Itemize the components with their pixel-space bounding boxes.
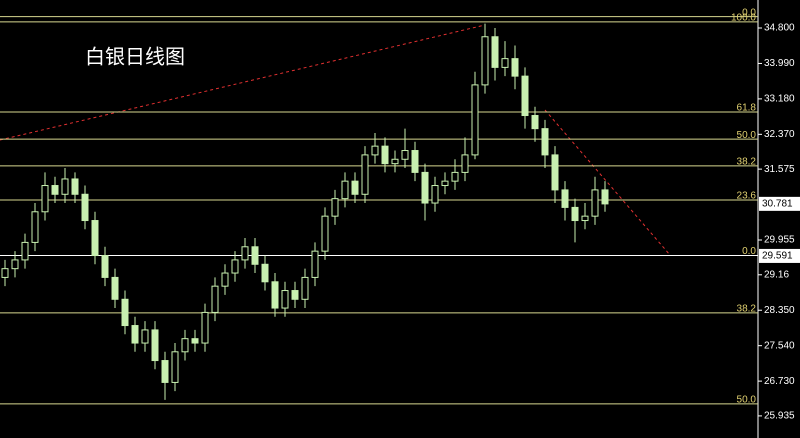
- y-tick-label: 33.180: [764, 94, 795, 105]
- candle-body: [111, 276, 119, 300]
- candle-body: [521, 75, 529, 117]
- y-tick-label: 29.955: [764, 235, 795, 246]
- candle-body: [211, 285, 219, 313]
- candle-body: [221, 272, 229, 287]
- candle-body: [181, 338, 189, 353]
- candle-body: [141, 329, 149, 344]
- y-tick-label: 26.730: [764, 376, 795, 387]
- candle-body: [301, 276, 309, 300]
- candle-body: [231, 259, 239, 274]
- fib-label: 38.2: [737, 156, 757, 167]
- candle-body: [541, 128, 549, 156]
- candle-body: [461, 154, 469, 173]
- candle-body: [121, 298, 129, 327]
- candle-body: [241, 246, 249, 261]
- fib-label: 0.0: [742, 246, 756, 257]
- fib-label: 50.0: [737, 395, 757, 406]
- candle-body: [81, 193, 89, 222]
- candle-body: [371, 145, 379, 156]
- candle-body: [581, 215, 589, 222]
- candle-body: [261, 263, 269, 283]
- candle-body: [471, 84, 479, 156]
- candle-body: [451, 171, 459, 182]
- fib-label: 38.2: [737, 303, 757, 314]
- trend-line: [0, 24, 486, 141]
- candle-body: [481, 36, 489, 86]
- candle-body: [341, 180, 349, 200]
- y-tick-label: 31.575: [764, 164, 795, 175]
- candle-body: [151, 329, 159, 362]
- candle-body: [251, 246, 259, 265]
- candle-body: [171, 351, 179, 383]
- candle-body: [131, 325, 139, 344]
- fib-label: 50.0: [737, 130, 757, 141]
- candle-body: [571, 206, 579, 222]
- price-marker-label: 29.591: [762, 251, 793, 262]
- candle-body: [551, 154, 559, 191]
- candle-body: [561, 189, 569, 208]
- candle-body: [591, 189, 599, 217]
- candle-body: [491, 36, 499, 68]
- y-tick-label: 28.350: [764, 305, 795, 316]
- y-tick-label: 33.990: [764, 58, 795, 69]
- fib-label: 0.0: [742, 7, 756, 18]
- price-marker-label: 30.781: [762, 199, 793, 210]
- y-tick-label: 32.370: [764, 129, 795, 140]
- candle-body: [441, 180, 449, 187]
- candle-body: [41, 185, 49, 213]
- candle-body: [331, 198, 339, 217]
- y-tick-label: 34.800: [764, 23, 795, 34]
- fib-label: 61.8: [737, 103, 757, 114]
- candle-body: [281, 290, 289, 309]
- candle-body: [401, 150, 409, 160]
- candle-body: [361, 154, 369, 195]
- y-tick-label: 25.935: [764, 411, 795, 422]
- candle-body: [601, 189, 609, 205]
- candle-body: [531, 115, 539, 130]
- price-marker-box: [759, 196, 800, 211]
- candle-body: [291, 290, 299, 300]
- candle-body: [161, 360, 169, 383]
- fib-label: 100.0: [731, 13, 756, 24]
- chart-title: 白银日线图: [85, 45, 185, 68]
- candle-body: [101, 255, 109, 278]
- candle-body: [431, 185, 439, 204]
- candle-body: [191, 338, 199, 344]
- trend-line: [544, 109, 671, 256]
- candle-body: [51, 185, 59, 195]
- candle-body: [391, 158, 399, 165]
- candle-body: [321, 215, 329, 252]
- candle-body: [351, 180, 359, 195]
- candle-body: [511, 58, 519, 77]
- candle-body: [311, 250, 319, 278]
- candle-body: [411, 150, 419, 173]
- candle-body: [201, 311, 209, 344]
- y-tick-label: 27.540: [764, 340, 795, 351]
- fib-label: 23.6: [737, 191, 757, 202]
- candle-body: [381, 145, 389, 165]
- price-marker-box: [759, 248, 800, 263]
- candle-body: [21, 241, 29, 261]
- candle-body: [91, 220, 99, 257]
- candle-body: [501, 58, 509, 68]
- candle-body: [61, 178, 69, 195]
- candle-body: [71, 178, 79, 195]
- candle-body: [1, 268, 9, 278]
- candle-body: [31, 211, 39, 243]
- candle-body: [271, 281, 279, 309]
- candle-body: [11, 259, 19, 270]
- y-tick-label: 29.16: [764, 269, 789, 280]
- candle-body: [421, 171, 429, 204]
